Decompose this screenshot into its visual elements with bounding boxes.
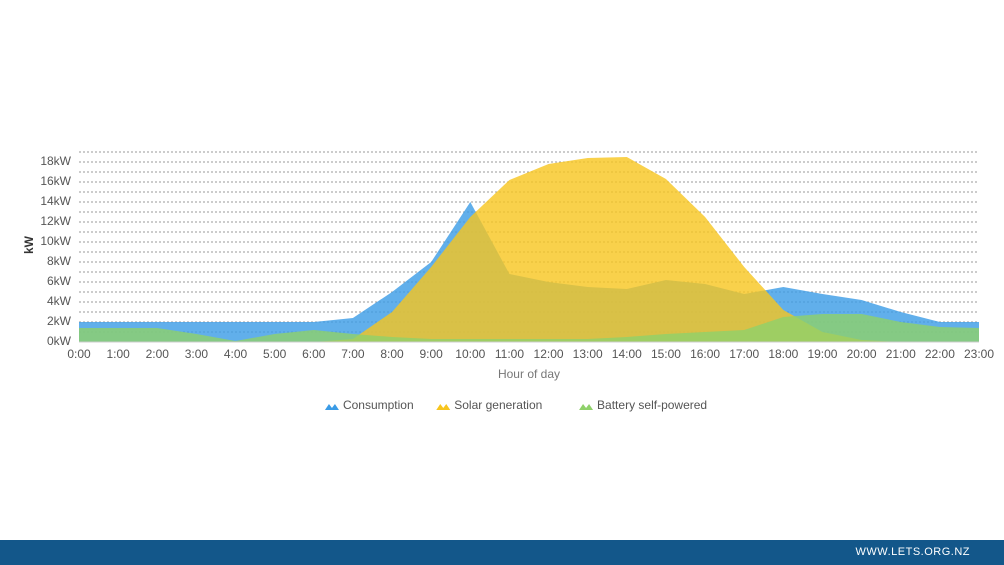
x-tick-label: 19:00 — [807, 347, 837, 361]
legend-label: Consumption — [343, 398, 414, 412]
x-tick-label: 3:00 — [185, 347, 209, 361]
x-tick-label: 6:00 — [302, 347, 326, 361]
x-tick-label: 16:00 — [690, 347, 720, 361]
x-axis-title: Hour of day — [498, 367, 560, 381]
x-tick-label: 17:00 — [729, 347, 759, 361]
x-tick-label: 8:00 — [380, 347, 404, 361]
legend-label: Battery self-powered — [597, 398, 707, 412]
y-tick-label: 12kW — [40, 214, 71, 228]
x-tick-label: 15:00 — [651, 347, 681, 361]
legend-icon — [436, 404, 451, 410]
x-tick-label: 18:00 — [768, 347, 798, 361]
y-tick-label: 14kW — [40, 194, 71, 208]
y-tick-label: 16kW — [40, 174, 71, 188]
y-tick-label: 10kW — [40, 234, 71, 248]
x-tick-label: 10:00 — [455, 347, 485, 361]
x-tick-label: 23:00 — [964, 347, 994, 361]
x-tick-label: 14:00 — [612, 347, 642, 361]
y-tick-label: 6kW — [47, 274, 72, 288]
footer: WWW.LETS.ORG.NZ — [0, 540, 1004, 565]
website: WWW.LETS.ORG.NZ — [855, 546, 970, 558]
x-tick-label: 1:00 — [106, 347, 130, 361]
area — [79, 314, 979, 342]
x-tick-label: 20:00 — [847, 347, 877, 361]
y-tick-label: 18kW — [40, 154, 71, 168]
legend-icon — [324, 404, 339, 410]
x-tick-label: 22:00 — [925, 347, 955, 361]
x-tick-label: 7:00 — [341, 347, 365, 361]
y-tick-label: 0kW — [47, 334, 72, 348]
area — [79, 157, 979, 342]
y-axis-title: kW — [22, 235, 36, 254]
x-tick-label: 21:00 — [886, 347, 916, 361]
y-tick-label: 8kW — [47, 254, 72, 268]
x-tick-label: 11:00 — [495, 347, 524, 361]
legend-icon — [579, 404, 594, 410]
x-tick-label: 12:00 — [534, 347, 564, 361]
x-tick-label: 4:00 — [224, 347, 248, 361]
y-tick-label: 4kW — [47, 294, 72, 308]
x-tick-label: 0:00 — [67, 347, 91, 361]
x-tick-label: 13:00 — [573, 347, 603, 361]
x-tick-label: 9:00 — [419, 347, 443, 361]
legend-label: Solar generation — [454, 398, 542, 412]
y-tick-label: 2kW — [47, 314, 72, 328]
x-tick-label: 5:00 — [263, 347, 287, 361]
x-tick-label: 2:00 — [146, 347, 170, 361]
chart: kW Hour of day 0kW 2kW 4kW 6kW 8kW 10kW 12kW 14… — [22, 151, 994, 412]
